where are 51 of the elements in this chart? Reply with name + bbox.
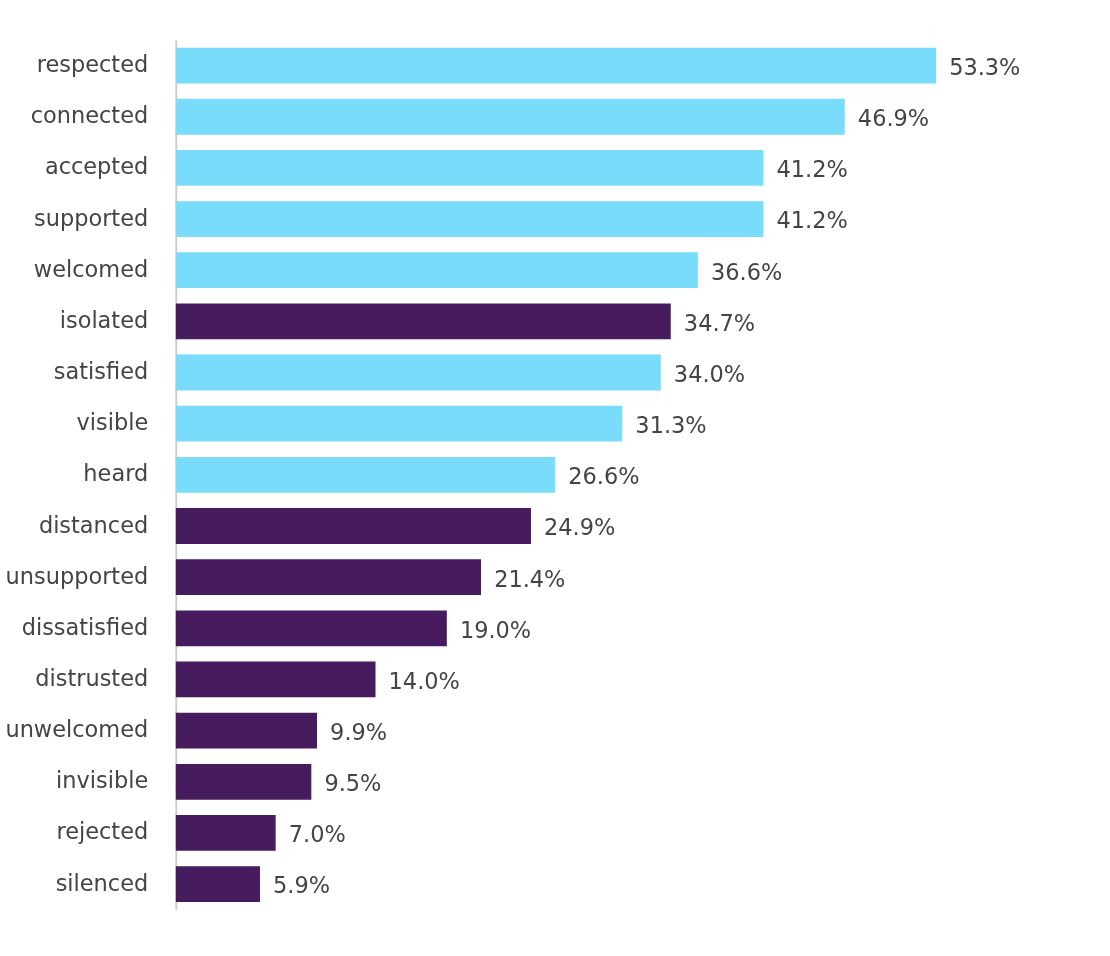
data-label: 34.0% bbox=[673, 360, 746, 387]
data-label: 31.3% bbox=[635, 412, 707, 439]
data-label: 24.9% bbox=[544, 514, 616, 541]
bar bbox=[175, 763, 312, 800]
data-label: 41.2% bbox=[776, 207, 848, 234]
y-tick-label: isolated bbox=[59, 306, 149, 333]
y-tick-label: welcomed bbox=[33, 255, 149, 282]
data-label: 26.6% bbox=[568, 463, 640, 490]
y-tick-label: connected bbox=[30, 102, 149, 129]
y-tick-label: unsupported bbox=[5, 562, 149, 589]
bar bbox=[175, 354, 661, 391]
bar bbox=[175, 98, 845, 135]
data-label: 9.5% bbox=[324, 770, 382, 797]
y-tick-label: silenced bbox=[55, 869, 149, 896]
y-tick-label: satisfied bbox=[53, 358, 149, 385]
bar bbox=[175, 303, 671, 340]
y-tick-label: dissatisfied bbox=[21, 613, 149, 640]
bar bbox=[175, 661, 376, 698]
bar bbox=[175, 866, 260, 902]
y-tick-label: invisible bbox=[56, 767, 149, 794]
bar bbox=[175, 815, 276, 851]
bar bbox=[175, 456, 556, 493]
bar bbox=[175, 559, 482, 596]
bar bbox=[175, 610, 447, 647]
y-tick-label: supported bbox=[34, 204, 149, 231]
data-label: 34.7% bbox=[683, 309, 756, 336]
y-tick-label: heard bbox=[83, 460, 149, 487]
data-label: 14.0% bbox=[388, 667, 460, 694]
bar bbox=[175, 405, 623, 442]
data-label: 21.4% bbox=[494, 565, 566, 592]
y-tick-label: unwelcomed bbox=[5, 716, 149, 743]
y-tick-label: distrusted bbox=[35, 665, 149, 692]
y-tick-label: distanced bbox=[38, 511, 149, 538]
y-tick-label: rejected bbox=[56, 818, 149, 845]
data-label: 53.3% bbox=[949, 53, 1021, 80]
bar bbox=[175, 508, 531, 544]
bar bbox=[175, 149, 764, 186]
y-tick-label: respected bbox=[36, 51, 149, 78]
bar bbox=[175, 712, 318, 749]
data-label: 5.9% bbox=[273, 872, 331, 899]
data-label: 41.2% bbox=[776, 156, 848, 183]
data-label: 19.0% bbox=[459, 616, 532, 643]
bar bbox=[175, 47, 937, 84]
y-tick-label: accepted bbox=[44, 153, 149, 180]
data-label: 7.0% bbox=[288, 821, 346, 848]
data-label: 9.9% bbox=[330, 718, 388, 745]
bar bbox=[175, 201, 764, 237]
bar bbox=[175, 252, 698, 289]
y-tick-label: visible bbox=[76, 409, 149, 436]
data-label: 46.9% bbox=[857, 105, 930, 132]
data-label: 36.6% bbox=[710, 258, 783, 285]
